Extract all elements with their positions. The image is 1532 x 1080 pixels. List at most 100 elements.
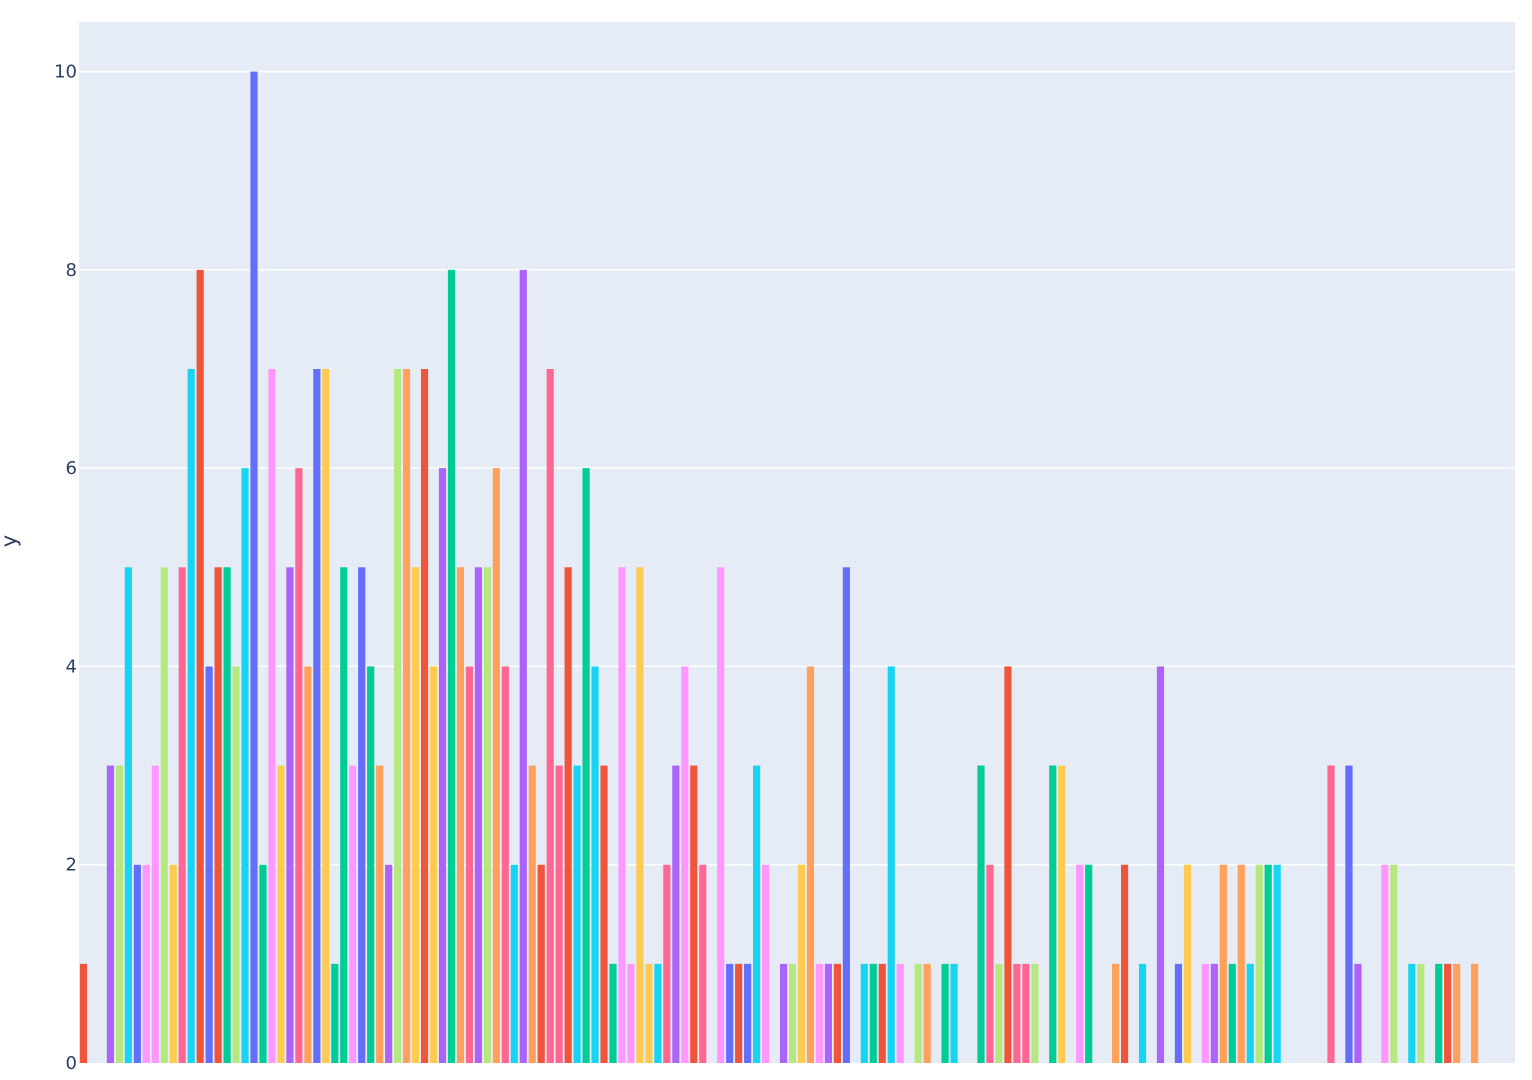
bar <box>1327 765 1335 1063</box>
bar <box>1453 963 1461 1063</box>
bar <box>331 963 339 1063</box>
bar <box>1120 864 1129 1063</box>
y-tick-label: 6 <box>66 458 77 479</box>
bar <box>376 765 384 1063</box>
bar <box>394 369 402 1063</box>
bar <box>286 567 294 1063</box>
bar <box>555 765 563 1063</box>
bar <box>214 567 222 1063</box>
bar <box>420 369 429 1063</box>
bar <box>133 864 141 1063</box>
bar <box>169 864 177 1063</box>
bar <box>878 963 886 1063</box>
bar <box>232 666 240 1063</box>
bar <box>1076 864 1084 1063</box>
bar <box>241 468 249 1064</box>
bar <box>1345 765 1353 1063</box>
bar <box>1112 963 1120 1063</box>
bar <box>887 666 895 1063</box>
bar <box>797 864 806 1063</box>
bar <box>492 468 500 1064</box>
bar <box>869 963 877 1063</box>
bar <box>806 666 815 1063</box>
bar <box>672 765 680 1063</box>
bar <box>187 369 195 1063</box>
bar <box>340 567 348 1063</box>
bar <box>1085 864 1093 1063</box>
bar <box>573 765 581 1063</box>
bar <box>1228 963 1236 1063</box>
bar <box>1183 864 1192 1063</box>
y-tick-label: 8 <box>66 260 77 281</box>
bar <box>429 666 438 1063</box>
bar <box>699 864 707 1063</box>
bar <box>654 963 662 1063</box>
bar <box>402 369 411 1063</box>
bar <box>1049 765 1057 1063</box>
bar <box>600 765 608 1063</box>
bar <box>349 765 357 1063</box>
bar <box>591 666 599 1063</box>
bar <box>519 269 527 1063</box>
bar <box>977 765 985 1063</box>
bar <box>465 666 474 1063</box>
bar <box>1219 864 1227 1063</box>
bar <box>744 963 752 1063</box>
bar <box>645 963 653 1063</box>
y-axis-ticks: 0 2 4 6 8 10 <box>54 62 77 1074</box>
bar <box>860 963 868 1063</box>
bar <box>833 963 841 1063</box>
bar <box>1444 963 1452 1063</box>
bar <box>447 269 456 1063</box>
bar <box>501 666 509 1063</box>
bar <box>196 269 204 1063</box>
bar <box>1390 864 1398 1063</box>
bar <box>779 963 788 1063</box>
bar <box>995 963 1003 1063</box>
y-tick-label: 0 <box>66 1053 77 1074</box>
bar <box>322 369 330 1063</box>
bar <box>79 963 88 1063</box>
bar <box>438 468 447 1064</box>
bar <box>636 567 644 1063</box>
bar <box>914 963 922 1063</box>
bar <box>609 963 617 1063</box>
bar <box>124 567 132 1063</box>
bar <box>1022 963 1030 1063</box>
y-tick-label: 2 <box>66 855 77 876</box>
bar <box>178 567 186 1063</box>
bar <box>950 963 958 1063</box>
bar <box>537 864 545 1063</box>
bar <box>1408 963 1416 1063</box>
bar <box>986 864 994 1063</box>
bar <box>618 567 626 1063</box>
bar <box>1471 963 1479 1063</box>
bar <box>923 963 931 1063</box>
bar <box>483 567 491 1063</box>
bar <box>824 963 833 1063</box>
bar <box>753 765 761 1063</box>
bar <box>815 963 824 1063</box>
bar <box>582 468 590 1064</box>
bar <box>1013 963 1021 1063</box>
bar <box>510 864 518 1063</box>
y-axis-title: y <box>0 535 21 547</box>
bar <box>1004 666 1012 1063</box>
bar <box>295 468 303 1064</box>
bar <box>1354 963 1362 1063</box>
bar <box>1417 963 1425 1063</box>
bar <box>1264 864 1272 1063</box>
bars <box>79 71 1479 1064</box>
bar <box>788 963 797 1063</box>
bar <box>663 864 671 1063</box>
bar <box>250 71 258 1064</box>
bar <box>1031 963 1039 1063</box>
bar <box>106 765 115 1063</box>
bar <box>1246 963 1254 1063</box>
bar <box>304 666 312 1063</box>
bar <box>546 369 554 1063</box>
bar <box>1381 864 1389 1063</box>
bar <box>1174 963 1183 1063</box>
